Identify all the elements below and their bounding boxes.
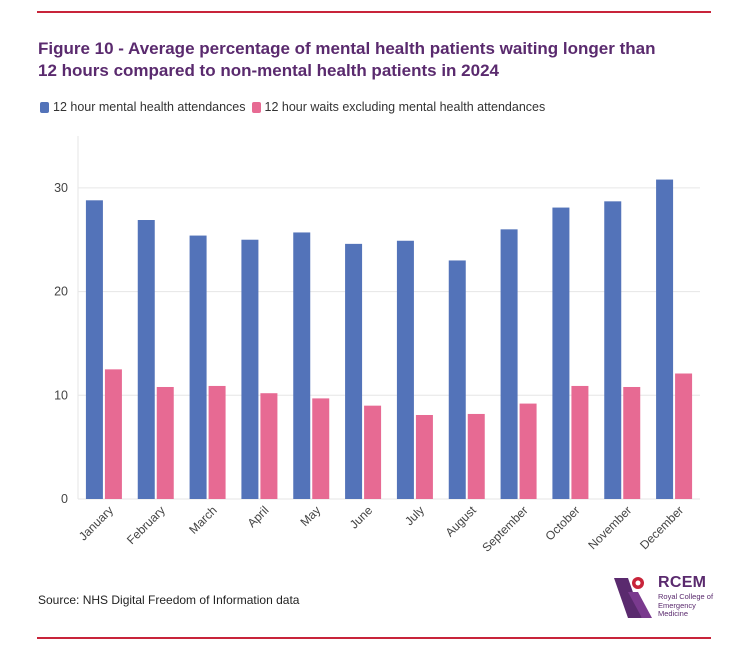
bar-mental-health-june — [345, 243, 363, 499]
legend-item-non-mental-health: 12 hour waits excluding mental health at… — [251, 100, 546, 114]
bar-non-mental-health-february — [156, 386, 174, 499]
legend-label-mental-health: 12 hour mental health attendances — [53, 100, 246, 114]
rcem-logo: RCEM Royal College of Emergency Medicine — [612, 574, 713, 622]
x-tick-label: August — [443, 503, 480, 540]
x-tick-label: January — [76, 503, 116, 543]
x-tick-label: November — [585, 503, 634, 552]
x-tick-label: April — [245, 503, 272, 530]
x-tick-label: March — [186, 503, 219, 536]
x-tick-label: February — [124, 503, 168, 547]
rcem-emblem-icon — [614, 577, 652, 618]
legend-item-mental-health: 12 hour mental health attendances — [40, 100, 246, 114]
y-tick-label: 10 — [54, 388, 68, 402]
bar-mental-health-july — [396, 240, 414, 499]
bar-non-mental-health-april — [260, 393, 278, 499]
bar-mental-health-january — [85, 200, 103, 499]
figure-title: Figure 10 - Average percentage of mental… — [38, 39, 656, 80]
bar-non-mental-health-january — [104, 369, 122, 499]
bar-non-mental-health-november — [623, 386, 641, 499]
bar-non-mental-health-may — [312, 398, 330, 499]
bar-mental-health-march — [189, 235, 207, 499]
bar-mental-health-february — [137, 220, 155, 499]
bar-non-mental-health-september — [519, 403, 537, 499]
y-tick-label: 30 — [54, 181, 68, 195]
bottom-rule — [37, 637, 711, 639]
top-rule — [37, 11, 711, 13]
x-tick-label: July — [402, 503, 427, 528]
x-tick-label: December — [637, 503, 686, 552]
bar-mental-health-october — [552, 207, 570, 499]
y-tick-label: 20 — [54, 285, 68, 299]
x-tick-label: May — [297, 503, 323, 529]
x-tick-label: September — [479, 503, 530, 554]
legend-swatch-blue — [40, 101, 49, 113]
legend: 12 hour mental health attendances 12 hou… — [40, 100, 551, 114]
bar-non-mental-health-march — [208, 385, 226, 499]
y-tick-label: 0 — [61, 492, 68, 506]
source-note: Source: NHS Digital Freedom of Informati… — [38, 593, 300, 607]
bar-mental-health-december — [656, 179, 674, 499]
bar-mental-health-november — [604, 201, 622, 499]
x-tick-label: June — [347, 503, 376, 532]
bar-non-mental-health-october — [571, 385, 589, 499]
bar-chart: 0 10 20 30 January February March April May June J… — [54, 136, 700, 555]
bar-non-mental-health-august — [467, 413, 485, 499]
chart-area: 0 10 20 30 January February March April May June J… — [37, 118, 711, 578]
legend-label-non-mental-health: 12 hour waits excluding mental health at… — [264, 100, 546, 114]
logo-name: RCEM — [658, 574, 707, 591]
bar-mental-health-may — [293, 232, 311, 499]
logo-subtitle: Royal College of Emergency Medicine — [658, 592, 714, 618]
bar-mental-health-september — [500, 229, 518, 499]
bar-non-mental-health-december — [675, 373, 693, 499]
x-tick-label: October — [542, 503, 582, 543]
bar-non-mental-health-june — [364, 405, 382, 499]
bar-non-mental-health-july — [415, 414, 433, 499]
bar-mental-health-april — [241, 239, 259, 499]
legend-swatch-pink — [251, 101, 261, 113]
bar-mental-health-august — [448, 260, 466, 499]
